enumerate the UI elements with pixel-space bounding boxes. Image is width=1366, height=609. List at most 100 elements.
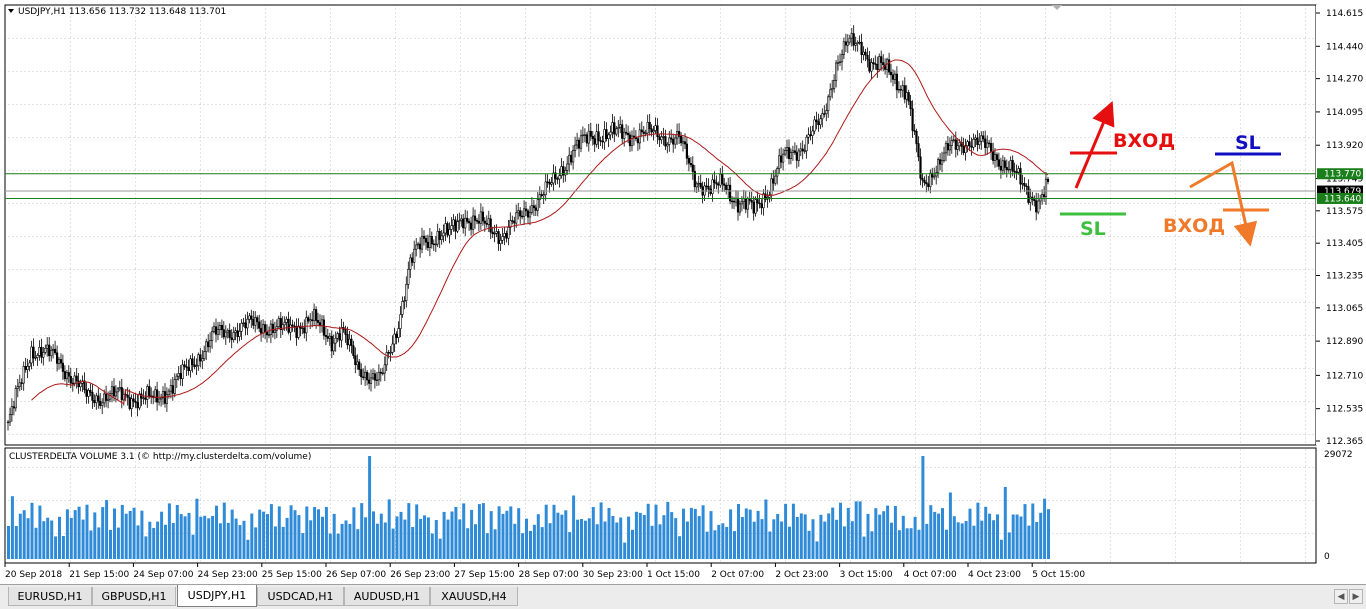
tab-eurusd[interactable]: EURUSD,H1 <box>8 587 92 606</box>
candle-body <box>534 207 537 211</box>
volume-bar <box>211 516 215 559</box>
candle-body <box>774 175 777 184</box>
price-tick-label: 113.920 <box>1326 141 1363 151</box>
candle-body <box>852 33 855 46</box>
candle-body <box>909 100 912 110</box>
candle-body <box>660 136 663 141</box>
tab-scroll-left-icon[interactable]: ◀ <box>1334 589 1348 604</box>
candle-body <box>53 348 57 354</box>
volume-bar <box>658 524 662 559</box>
volume-bar <box>501 513 505 559</box>
candle-body <box>595 131 598 145</box>
volume-bar <box>854 501 858 559</box>
tab-audusd[interactable]: AUDUSD,H1 <box>344 587 430 606</box>
candle-body <box>432 243 435 245</box>
candle-body <box>536 199 539 211</box>
candle-body <box>377 371 381 381</box>
candle-body <box>6 421 10 424</box>
volume-bar <box>780 521 784 559</box>
volume-bar <box>446 519 450 559</box>
candle-body <box>1021 183 1024 185</box>
volume-bar <box>948 492 952 559</box>
price-tick-label: 113.065 <box>1326 304 1363 314</box>
candle-body <box>283 322 286 326</box>
buy-setup-annotation[interactable]: ВХОД SL <box>1060 100 1175 240</box>
candle-body <box>617 127 620 130</box>
candle-body <box>695 183 698 188</box>
candle-body <box>579 135 583 149</box>
volume-min-label: 0 <box>1324 552 1330 562</box>
candle-body <box>218 324 222 330</box>
candle-body <box>214 326 218 335</box>
sell-setup-annotation[interactable]: SL ВХОД <box>1163 132 1281 247</box>
candle-body <box>652 130 655 133</box>
candle-body <box>409 257 412 270</box>
candle-body <box>477 221 481 224</box>
moving-average-line <box>31 59 1049 405</box>
volume-bar <box>450 511 454 559</box>
volume-bars <box>7 456 1050 559</box>
shift-marker-icon[interactable] <box>1052 5 1062 10</box>
volume-bar <box>784 503 788 559</box>
tab-scroll-right-icon[interactable]: ▶ <box>1349 589 1363 604</box>
time-tick-label: 20 Sep 2018 <box>5 570 62 580</box>
candle-body <box>891 74 895 80</box>
candle-body <box>887 59 891 73</box>
volume-bar <box>1039 512 1043 559</box>
candle-body <box>691 164 694 172</box>
candle-body <box>438 231 441 240</box>
price-pane[interactable] <box>4 4 1317 446</box>
candle-body <box>728 184 732 202</box>
candle-body <box>732 200 736 203</box>
volume-bar <box>309 520 313 559</box>
volume-bar <box>525 518 528 559</box>
candle-body <box>787 147 791 159</box>
candle-body <box>481 211 485 222</box>
candle-body <box>995 154 999 160</box>
time-tick-label: 25 Sep 15:00 <box>262 570 322 580</box>
candle-body <box>309 319 312 322</box>
candle-body <box>819 118 822 126</box>
candle-body <box>993 154 997 161</box>
volume-bar <box>207 518 211 559</box>
symbol-dropdown-icon[interactable] <box>8 9 14 13</box>
time-tick-label: 1 Oct 15:00 <box>647 570 700 580</box>
volume-bar <box>199 516 203 559</box>
candle-body <box>207 341 210 348</box>
volume-bar <box>835 519 839 559</box>
candle-body <box>711 179 714 194</box>
candle-body <box>913 130 916 132</box>
tab-xauusd[interactable]: XAUUSD,H4 <box>430 587 518 606</box>
candle-body <box>713 179 716 183</box>
candle-body <box>770 178 773 196</box>
candle-body <box>287 318 290 333</box>
candle-body <box>952 139 955 141</box>
volume-bar <box>328 533 332 559</box>
volume-bar <box>909 528 913 559</box>
volume-bar <box>725 526 729 559</box>
candle-body <box>40 346 43 358</box>
svg-text:113.679: 113.679 <box>1324 187 1361 197</box>
candle-body <box>154 389 157 398</box>
candle-body <box>974 137 977 140</box>
volume-bar <box>729 509 733 559</box>
tab-usdcad[interactable]: USDCAD,H1 <box>257 587 344 606</box>
tab-gbpusd[interactable]: GBPUSD,H1 <box>92 587 176 606</box>
candle-body <box>146 386 149 400</box>
candle-body <box>623 131 626 139</box>
tab-usdjpy[interactable]: USDJPY,H1 <box>177 585 257 607</box>
time-tick-label: 26 Sep 23:00 <box>390 570 450 580</box>
candle-body <box>768 194 771 198</box>
candle-body <box>834 62 838 81</box>
candle-body <box>681 141 685 144</box>
price-chart[interactable]: ВХОД SL SL ВХОД USDJPY,H1 113.656 113.73… <box>0 0 1366 584</box>
price-tick-label: 114.615 <box>1326 9 1363 19</box>
candle-body <box>371 373 375 379</box>
volume-bar <box>372 511 375 559</box>
candle-body <box>632 135 636 138</box>
candle-body <box>403 300 406 302</box>
volume-bar <box>964 521 968 559</box>
price-tag-upper: 113.770 <box>1317 168 1363 180</box>
volume-bar <box>517 508 521 559</box>
candle-body <box>75 375 78 382</box>
